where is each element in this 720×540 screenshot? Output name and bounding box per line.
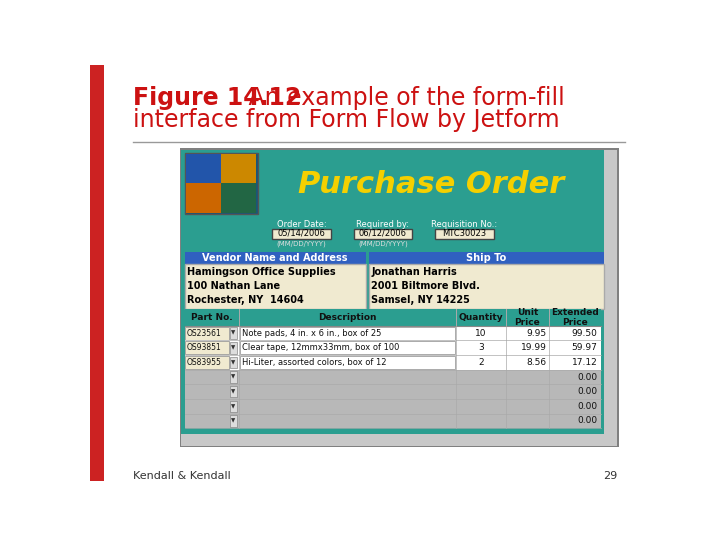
Text: ▼: ▼ — [231, 375, 235, 380]
Bar — [369, 264, 604, 309]
Text: Jonathan Harris
2001 Biltmore Blvd.
Samsel, NY 14225: Jonathan Harris 2001 Biltmore Blvd. Sams… — [372, 267, 480, 305]
Text: Hi-Liter, assorted colors, box of 12: Hi-Liter, assorted colors, box of 12 — [242, 358, 387, 367]
Bar — [221, 184, 256, 213]
Text: Part No.: Part No. — [191, 313, 233, 322]
Text: Unit
Price: Unit Price — [515, 308, 541, 327]
Text: 05/14/2006: 05/14/2006 — [278, 229, 325, 238]
Bar — [230, 327, 238, 339]
Text: Description: Description — [318, 313, 377, 322]
Bar — [272, 229, 331, 239]
Text: An example of the form-fill: An example of the form-fill — [241, 86, 565, 110]
Text: ▼: ▼ — [231, 360, 235, 365]
Text: Clear tape, 12mmx33mm, box of 100: Clear tape, 12mmx33mm, box of 100 — [242, 343, 400, 352]
Text: ▼: ▼ — [231, 418, 235, 423]
Text: Ship To: Ship To — [467, 253, 507, 263]
Text: 9.95: 9.95 — [526, 329, 546, 338]
Bar — [185, 356, 229, 369]
Text: 0.00: 0.00 — [577, 387, 598, 396]
Text: 8.56: 8.56 — [526, 358, 546, 367]
Text: ▼: ▼ — [231, 404, 235, 409]
Text: 59.97: 59.97 — [572, 343, 598, 352]
Bar — [230, 386, 238, 397]
Text: Vendor Name and Address: Vendor Name and Address — [202, 253, 348, 263]
Bar — [186, 154, 222, 185]
Bar — [240, 341, 455, 354]
Bar — [184, 264, 366, 309]
Text: ▼: ▼ — [231, 345, 235, 350]
Text: 2: 2 — [478, 358, 484, 367]
Bar — [181, 434, 604, 446]
Text: 17.12: 17.12 — [572, 358, 598, 367]
Bar — [354, 229, 413, 239]
Bar — [369, 252, 604, 264]
Bar — [230, 356, 238, 368]
Bar — [230, 342, 238, 354]
Bar — [240, 356, 455, 369]
Text: 06/12/2006: 06/12/2006 — [359, 229, 407, 238]
Text: Required by:: Required by: — [356, 220, 410, 230]
Bar — [181, 150, 617, 446]
Text: MTC30023: MTC30023 — [442, 229, 487, 238]
Text: OS93851: OS93851 — [187, 343, 222, 352]
Bar — [184, 370, 600, 384]
Text: 99.50: 99.50 — [572, 329, 598, 338]
Text: (MM/DD/YYYY): (MM/DD/YYYY) — [276, 240, 326, 247]
Text: Requisition No.:: Requisition No.: — [431, 220, 498, 230]
Bar — [184, 355, 600, 370]
Text: 29: 29 — [603, 470, 617, 481]
Bar — [186, 184, 222, 213]
Bar — [221, 154, 256, 185]
Bar — [184, 399, 600, 414]
Bar — [185, 341, 229, 354]
Text: 3: 3 — [478, 343, 484, 352]
Bar — [90, 65, 104, 481]
Text: (MM/DD/YYYY): (MM/DD/YYYY) — [358, 240, 408, 247]
Bar — [184, 153, 258, 214]
Bar — [230, 415, 238, 427]
Text: Extended
Price: Extended Price — [551, 308, 598, 327]
Text: OS23561: OS23561 — [187, 329, 222, 338]
Text: Quantity: Quantity — [459, 313, 503, 322]
Bar — [184, 340, 600, 355]
Text: Note pads, 4 in. x 6 in., box of 25: Note pads, 4 in. x 6 in., box of 25 — [242, 329, 382, 338]
Text: Hamingson Office Supplies
100 Nathan Lane
Rochester, NY  14604: Hamingson Office Supplies 100 Nathan Lan… — [187, 267, 336, 305]
Bar — [230, 372, 238, 383]
Bar — [184, 309, 600, 326]
Text: 10: 10 — [475, 329, 487, 338]
Text: 0.00: 0.00 — [577, 402, 598, 411]
Text: 19.99: 19.99 — [521, 343, 546, 352]
Bar — [184, 414, 600, 428]
Text: interface from Form Flow by Jetform: interface from Form Flow by Jetform — [132, 108, 559, 132]
Bar — [185, 327, 229, 340]
Text: ▼: ▼ — [231, 330, 235, 336]
Bar — [180, 148, 618, 448]
Bar — [240, 327, 455, 340]
Text: Purchase Order: Purchase Order — [298, 170, 564, 199]
Bar — [184, 252, 366, 264]
Bar — [230, 401, 238, 412]
Bar — [435, 229, 494, 239]
Bar — [184, 326, 600, 340]
Text: 0.00: 0.00 — [577, 416, 598, 426]
Text: 0.00: 0.00 — [577, 373, 598, 382]
Text: Kendall & Kendall: Kendall & Kendall — [132, 470, 230, 481]
Text: ▼: ▼ — [231, 389, 235, 394]
Bar — [184, 384, 600, 399]
Text: Order Date:: Order Date: — [276, 220, 326, 230]
Text: OS83955: OS83955 — [187, 358, 222, 367]
Bar — [604, 150, 617, 446]
Text: Figure 14.12: Figure 14.12 — [132, 86, 301, 110]
